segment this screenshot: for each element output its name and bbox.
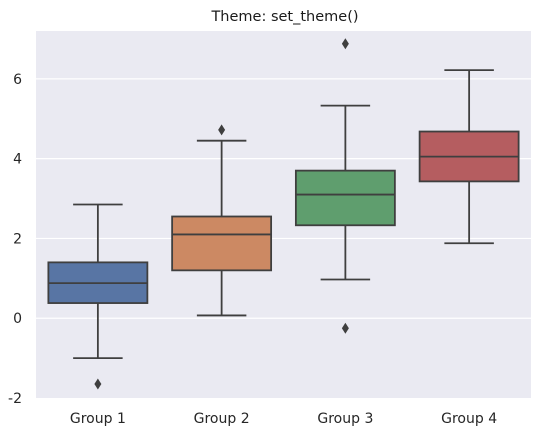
boxes (47, 38, 520, 390)
y-axis-ticks: -2 0 2 4 6 (8, 72, 22, 407)
plot-area (36, 31, 531, 398)
y-tick-label: 0 (13, 311, 22, 327)
y-tick-label: 6 (13, 72, 22, 88)
outlier-marker (218, 124, 226, 136)
box-group-4 (418, 69, 520, 245)
x-tick-label: Group 2 (194, 411, 250, 427)
outlier-marker (341, 38, 349, 50)
y-tick-label: 2 (13, 231, 22, 247)
x-axis-ticks: Group 1 Group 2 Group 3 Group 4 (70, 411, 497, 427)
outlier-marker (94, 378, 102, 390)
chart-title: Theme: set_theme() (210, 9, 358, 25)
box-group-3 (294, 38, 396, 334)
x-tick-label: Group 1 (70, 411, 126, 427)
outlier-marker (341, 322, 349, 334)
box-group-1 (47, 203, 149, 390)
y-tick-label: -2 (8, 391, 22, 407)
x-tick-label: Group 4 (441, 411, 497, 427)
box-group-2 (171, 124, 273, 317)
x-tick-label: Group 3 (317, 411, 373, 427)
y-tick-label: 4 (13, 152, 22, 168)
box-iqr (294, 169, 396, 227)
gridlines (36, 78, 531, 319)
box-iqr (171, 215, 273, 272)
